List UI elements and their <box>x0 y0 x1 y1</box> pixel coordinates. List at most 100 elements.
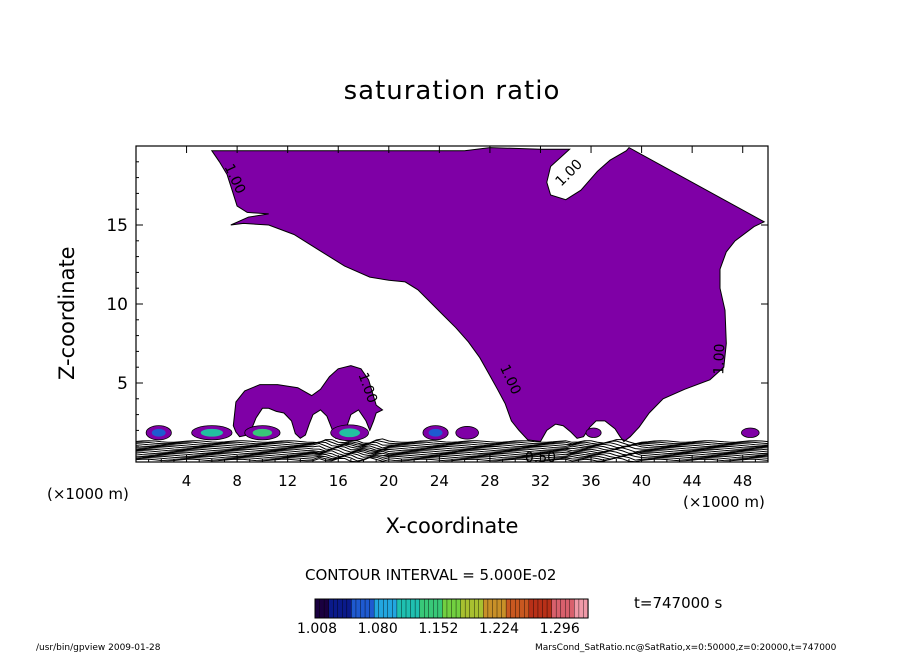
fill-upper-region <box>210 146 766 443</box>
colorbar-cell <box>337 598 343 619</box>
contour-line <box>135 452 769 459</box>
colorbar-cell <box>410 598 416 619</box>
x-unit-left: (×1000 m) <box>47 485 129 503</box>
contour-line <box>135 439 769 446</box>
x-tick-label: 12 <box>278 472 297 490</box>
x-unit-right: (×1000 m) <box>683 493 765 511</box>
colorbar-cell <box>492 598 498 619</box>
colorbar-cell <box>428 598 434 619</box>
footer-left: /usr/bin/gpview 2009-01-28 <box>36 643 161 653</box>
x-tick-label: 44 <box>683 472 702 490</box>
contour-line <box>135 446 769 453</box>
colorbar-cell <box>433 598 439 619</box>
colorbar-tick-label: 1.080 <box>357 621 398 637</box>
colorbar-cell <box>519 598 525 619</box>
colorbar-cell <box>578 598 585 619</box>
contour-line <box>135 442 769 449</box>
colorbar-cell <box>460 598 466 619</box>
colorbar-cell <box>496 598 503 619</box>
colorbar-cell <box>528 598 534 619</box>
colorbar-cell <box>533 598 539 619</box>
colorbar-cell <box>342 598 348 619</box>
colorbar-cell <box>419 598 425 619</box>
colorbar-cell <box>383 598 389 619</box>
contour-line <box>135 441 769 447</box>
colorbar-cell <box>442 598 448 619</box>
colorbar-cell <box>414 598 421 619</box>
fill-lower-region <box>232 365 384 439</box>
time-label: t=747000 s <box>634 594 723 612</box>
x-tick-label: 24 <box>430 472 449 490</box>
x-tick-label: 32 <box>531 472 550 490</box>
colorbar-cell <box>565 598 571 619</box>
colorbar-cell <box>387 598 393 619</box>
colorbar-cell <box>574 598 580 619</box>
x-tick-label: 16 <box>329 472 348 490</box>
colorbar-cell <box>487 598 494 619</box>
colorbar-tick-label: 1.224 <box>479 621 520 637</box>
colorbar-cell <box>483 598 489 619</box>
colorbar-cell <box>314 598 321 619</box>
colorbar-cell <box>405 598 412 619</box>
colorbar-cell <box>360 598 366 619</box>
x-tick-label: 48 <box>733 472 752 490</box>
contour-line <box>135 448 769 455</box>
colorbar <box>314 598 589 619</box>
colorbar-cell <box>510 598 516 619</box>
x-tick-label: 40 <box>632 472 651 490</box>
contour-interval: CONTOUR INTERVAL = 5.000E-02 <box>305 566 557 584</box>
x-tick-label: 28 <box>480 472 499 490</box>
colorbar-cell <box>323 598 330 619</box>
colorbar-cell <box>464 598 471 619</box>
colorbar-cell <box>369 598 375 619</box>
colorbar-tick-label: 1.152 <box>418 621 459 637</box>
colorbar-cell <box>378 598 384 619</box>
colorbar-cell <box>437 598 444 619</box>
contour-label: 1.00 <box>553 157 586 190</box>
fill-blob-core <box>151 428 166 437</box>
colorbar-cell <box>555 598 562 619</box>
fill-blob-core <box>252 428 273 437</box>
fill-blob <box>585 427 602 438</box>
colorbar-cell <box>560 598 566 619</box>
colorbar-cell <box>424 598 430 619</box>
contour-line <box>135 438 769 445</box>
colorbar-cell <box>396 598 403 619</box>
colorbar-cell <box>551 598 557 619</box>
y-tick-label: 5 <box>117 374 128 394</box>
colorbar-cell <box>515 598 521 619</box>
colorbar-tick-label: 1.008 <box>297 621 338 637</box>
fill-blob-core <box>428 428 443 437</box>
colorbar-cell <box>455 598 462 619</box>
colorbar-cell <box>319 598 325 619</box>
colorbar-cell <box>501 598 507 619</box>
colorbar-cell <box>524 598 530 619</box>
colorbar-cell <box>373 598 380 619</box>
x-axis-label: X-coordinate <box>385 514 519 538</box>
colorbar-cell <box>355 598 362 619</box>
contour-line <box>135 450 769 457</box>
colorbar-cell <box>542 598 548 619</box>
contour-line <box>135 451 769 458</box>
colorbar-cell <box>401 598 407 619</box>
colorbar-cell <box>469 598 475 619</box>
chart-title: saturation ratio <box>343 76 561 106</box>
fill-blob-core <box>339 428 361 438</box>
supersaturation-fill <box>145 146 766 443</box>
colorbar-cell <box>392 598 398 619</box>
x-tick-label: 20 <box>379 472 398 490</box>
y-tick-label: 15 <box>106 216 128 236</box>
colorbar-tick-label: 1.296 <box>539 621 580 637</box>
colorbar-cell <box>537 598 544 619</box>
fill-blob-core <box>200 428 223 437</box>
colorbar-cell <box>546 598 553 619</box>
colorbar-cell <box>346 598 353 619</box>
colorbar-cell <box>364 598 371 619</box>
x-tick-label: 4 <box>182 472 192 490</box>
colorbar-cell <box>446 598 453 619</box>
x-tick-label: 8 <box>232 472 242 490</box>
footer-right: MarsCond_SatRatio.nc@SatRatio,x=0:50000,… <box>535 643 837 653</box>
contour-line <box>135 444 769 451</box>
